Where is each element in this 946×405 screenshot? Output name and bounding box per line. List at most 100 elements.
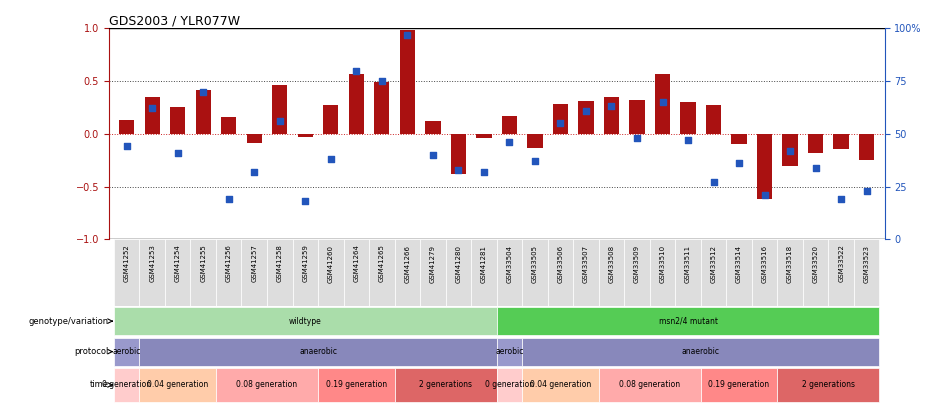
FancyBboxPatch shape [114,239,139,306]
Point [629,135,644,141]
Text: GSM33508: GSM33508 [608,245,615,283]
FancyBboxPatch shape [369,239,394,306]
Text: GSM41257: GSM41257 [252,245,257,282]
Text: aerobic: aerobic [495,347,523,356]
Bar [375,82,390,134]
Text: GDS2003 / YLR077W: GDS2003 / YLR077W [109,14,240,27]
Bar [501,116,517,134]
Text: GSM41252: GSM41252 [124,245,130,282]
Text: GSM41256: GSM41256 [226,245,232,282]
Bar [425,121,441,134]
FancyBboxPatch shape [854,239,880,306]
Bar [757,134,772,199]
Text: GSM33512: GSM33512 [710,245,716,283]
FancyBboxPatch shape [522,368,599,401]
FancyBboxPatch shape [394,239,420,306]
Point [706,179,721,185]
FancyBboxPatch shape [446,239,471,306]
Text: GSM41265: GSM41265 [378,245,385,282]
Point [501,139,517,145]
Point [426,151,441,158]
Point [221,196,236,202]
Text: GSM41279: GSM41279 [429,245,436,283]
FancyBboxPatch shape [650,239,675,306]
Text: GSM33516: GSM33516 [762,245,767,283]
Text: 0.08 generation: 0.08 generation [236,380,298,390]
Point [731,160,746,166]
Text: GSM41259: GSM41259 [303,245,308,282]
Text: GSM41280: GSM41280 [455,245,462,283]
FancyBboxPatch shape [216,368,318,401]
Point [808,164,823,171]
Text: GSM33510: GSM33510 [659,245,666,283]
Bar [782,134,797,166]
FancyBboxPatch shape [241,239,267,306]
FancyBboxPatch shape [573,239,599,306]
FancyBboxPatch shape [599,368,701,401]
FancyBboxPatch shape [292,239,318,306]
Bar [731,134,746,144]
Bar [808,134,823,153]
Text: GSM33520: GSM33520 [813,245,818,283]
Point [833,196,849,202]
Point [272,118,288,124]
Text: 0 generation: 0 generation [485,380,534,390]
FancyBboxPatch shape [139,368,216,401]
Bar [119,120,134,134]
Text: GSM41266: GSM41266 [404,245,411,283]
FancyBboxPatch shape [394,368,497,401]
Text: 0.08 generation: 0.08 generation [620,380,680,390]
Bar [272,85,288,134]
FancyBboxPatch shape [701,368,778,401]
FancyBboxPatch shape [216,239,241,306]
FancyBboxPatch shape [114,338,139,366]
FancyBboxPatch shape [318,239,343,306]
Text: 0.04 generation: 0.04 generation [147,380,208,390]
Point [119,143,134,150]
Text: GSM33514: GSM33514 [736,245,742,283]
FancyBboxPatch shape [778,368,880,401]
Bar [399,30,415,134]
FancyBboxPatch shape [114,307,497,335]
FancyBboxPatch shape [343,239,369,306]
Text: 0.19 generation: 0.19 generation [709,380,770,390]
FancyBboxPatch shape [165,239,190,306]
FancyBboxPatch shape [778,239,803,306]
Point [247,168,262,175]
Text: GSM33507: GSM33507 [583,245,589,283]
Bar [196,90,211,134]
FancyBboxPatch shape [548,239,573,306]
Text: time: time [90,380,109,390]
Bar [145,97,160,134]
Bar [450,134,466,174]
FancyBboxPatch shape [267,239,292,306]
Text: protocol: protocol [75,347,109,356]
Bar [604,97,619,134]
FancyBboxPatch shape [803,239,829,306]
Text: 0.19 generation: 0.19 generation [325,380,387,390]
Text: GSM33506: GSM33506 [557,245,564,283]
FancyBboxPatch shape [190,239,216,306]
Text: GSM33518: GSM33518 [787,245,793,283]
FancyBboxPatch shape [727,239,752,306]
Bar [527,134,543,147]
FancyBboxPatch shape [829,239,854,306]
Bar [578,101,594,134]
Bar [833,134,849,149]
Point [451,166,466,173]
Point [604,103,619,110]
Text: GSM41258: GSM41258 [277,245,283,282]
Text: GSM33505: GSM33505 [532,245,538,283]
Text: GSM41281: GSM41281 [481,245,487,283]
Bar [476,134,492,138]
Point [757,192,772,198]
FancyBboxPatch shape [522,239,548,306]
Bar [170,107,185,134]
Text: GSM33522: GSM33522 [838,245,844,282]
Point [477,168,492,175]
Point [552,120,568,126]
Bar [680,102,695,134]
Text: anaerobic: anaerobic [299,347,337,356]
FancyBboxPatch shape [497,307,880,335]
Bar [221,117,236,134]
